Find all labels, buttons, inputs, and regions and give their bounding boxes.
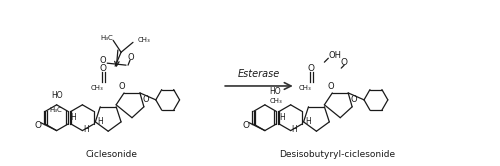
Text: O: O — [119, 83, 126, 91]
Text: H: H — [70, 113, 76, 122]
Text: H: H — [279, 113, 284, 122]
Text: O: O — [340, 58, 347, 67]
Text: HO: HO — [269, 87, 280, 96]
Text: CH₃: CH₃ — [298, 85, 312, 91]
Text: H₃C: H₃C — [50, 107, 62, 113]
Text: O: O — [100, 64, 106, 73]
Text: H: H — [84, 125, 89, 134]
Text: Desisobutyryl-ciclesonide: Desisobutyryl-ciclesonide — [278, 150, 395, 159]
Text: O: O — [128, 53, 134, 62]
Text: CH₃: CH₃ — [270, 98, 282, 104]
Text: O: O — [308, 64, 315, 73]
Text: H₃C: H₃C — [101, 35, 114, 41]
Text: HO: HO — [51, 91, 62, 100]
Text: O: O — [242, 121, 250, 130]
Text: H: H — [306, 117, 312, 126]
Text: H: H — [292, 125, 298, 134]
Text: O: O — [351, 95, 358, 104]
Text: O: O — [34, 121, 42, 130]
Text: CH₃: CH₃ — [138, 37, 150, 43]
Text: Esterase: Esterase — [238, 69, 280, 79]
Text: Ciclesonide: Ciclesonide — [85, 150, 137, 159]
Text: H: H — [98, 117, 103, 126]
Text: O: O — [142, 95, 149, 104]
Text: CH₃: CH₃ — [90, 85, 103, 91]
Text: O: O — [327, 83, 334, 91]
Text: OH: OH — [328, 51, 342, 60]
Text: O: O — [100, 56, 106, 65]
